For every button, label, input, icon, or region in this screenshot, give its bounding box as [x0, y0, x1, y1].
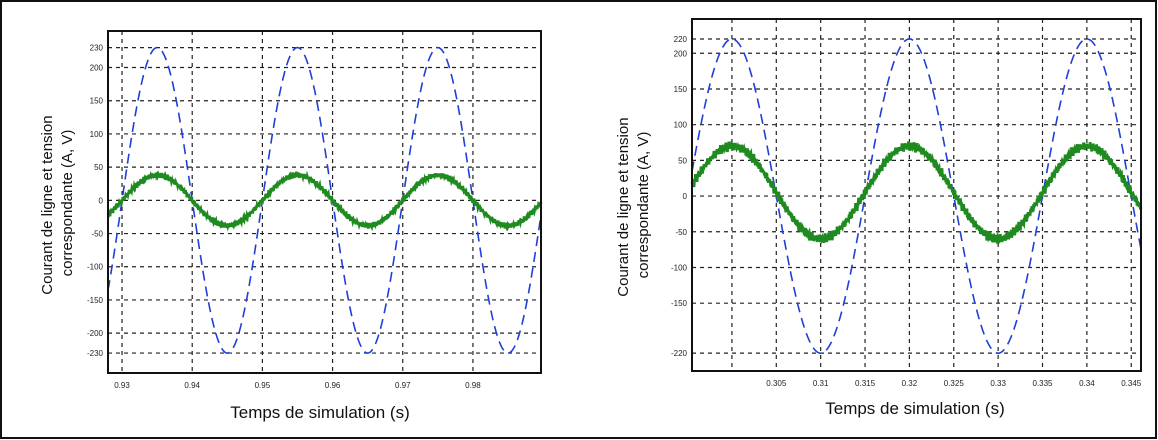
x-tick-label: 0.335: [1032, 379, 1053, 388]
x-tick-label: 0.98: [465, 381, 481, 390]
x-tick-label: 0.34: [1079, 379, 1095, 388]
left-y-axis-label: Courant de ligne et tension correspondan…: [39, 111, 76, 294]
right-y-axis-label-line-1: Courant de ligne et tension: [615, 117, 632, 296]
y-tick-label: 220: [674, 35, 688, 44]
right-series-solid-line: [690, 140, 1143, 245]
x-tick-label: 0.305: [766, 379, 787, 388]
right-y-axis-label: Courant de ligne et tension correspondan…: [615, 113, 652, 296]
left-plot-frame: [107, 30, 542, 374]
y-tick-label: -100: [87, 263, 104, 272]
y-tick-label: 0: [99, 196, 104, 205]
left-series-dashed-line: [107, 46, 542, 354]
y-tick-label: 100: [674, 121, 688, 130]
y-tick-label: 200: [90, 64, 104, 73]
x-tick-label: 0.315: [855, 379, 876, 388]
x-tick-label: 0.97: [395, 381, 411, 390]
y-tick-label: -200: [87, 329, 104, 338]
right-chart: Courant de ligne et tension correspondan…: [615, 18, 1143, 418]
y-tick-label: 50: [94, 163, 103, 172]
left-x-tick-labels: 0.93 0.94 0.95 0.96 0.97 0.98: [114, 381, 481, 390]
left-y-axis-label-line-2: correspondante (A, V): [59, 130, 76, 277]
x-tick-label: 0.345: [1121, 379, 1142, 388]
x-tick-label: 0.93: [114, 381, 130, 390]
y-tick-label: -150: [87, 296, 104, 305]
y-tick-label: 150: [90, 97, 104, 106]
right-x-axis-label: Temps de simulation (s): [825, 399, 1005, 418]
right-grid: [692, 19, 1141, 371]
y-tick-label: -50: [675, 228, 687, 237]
right-x-tick-labels: 0.305 0.31 0.315 0.32 0.325 0.33 0.335 0.34 0.34…: [766, 379, 1142, 388]
x-tick-label: 0.95: [255, 381, 271, 390]
x-tick-label: 0.96: [325, 381, 341, 390]
right-plot-frame: [691, 18, 1142, 372]
y-tick-label: -230: [87, 349, 104, 358]
y-tick-label: -220: [671, 349, 688, 358]
left-y-tick-labels: -230 -200 -150 -100 -50 0 50 100 150 200 230: [87, 44, 104, 358]
x-tick-label: 0.33: [990, 379, 1006, 388]
x-tick-label: 0.94: [184, 381, 200, 390]
y-tick-label: 100: [90, 130, 104, 139]
x-tick-label: 0.325: [944, 379, 965, 388]
y-tick-label: 200: [674, 49, 688, 58]
right-y-axis-label-line-2: correspondante (A, V): [635, 132, 652, 279]
x-tick-label: 0.32: [902, 379, 918, 388]
left-x-axis-label: Temps de simulation (s): [230, 403, 410, 422]
y-tick-label: 230: [90, 44, 104, 53]
y-tick-label: 150: [674, 85, 688, 94]
y-tick-label: -150: [671, 299, 688, 308]
x-tick-label: 0.31: [813, 379, 829, 388]
left-y-axis-label-line-1: Courant de ligne et tension: [39, 115, 56, 294]
right-y-tick-labels: -220 -150 -100 -50 0 50 100 150 200 220: [671, 35, 688, 358]
left-series-solid-line: [106, 170, 543, 232]
left-chart: Courant de ligne et tension correspondan…: [39, 30, 543, 422]
y-tick-label: -50: [91, 230, 103, 239]
y-tick-label: -100: [671, 263, 688, 272]
y-tick-label: 50: [678, 156, 687, 165]
y-tick-label: 0: [683, 192, 688, 201]
